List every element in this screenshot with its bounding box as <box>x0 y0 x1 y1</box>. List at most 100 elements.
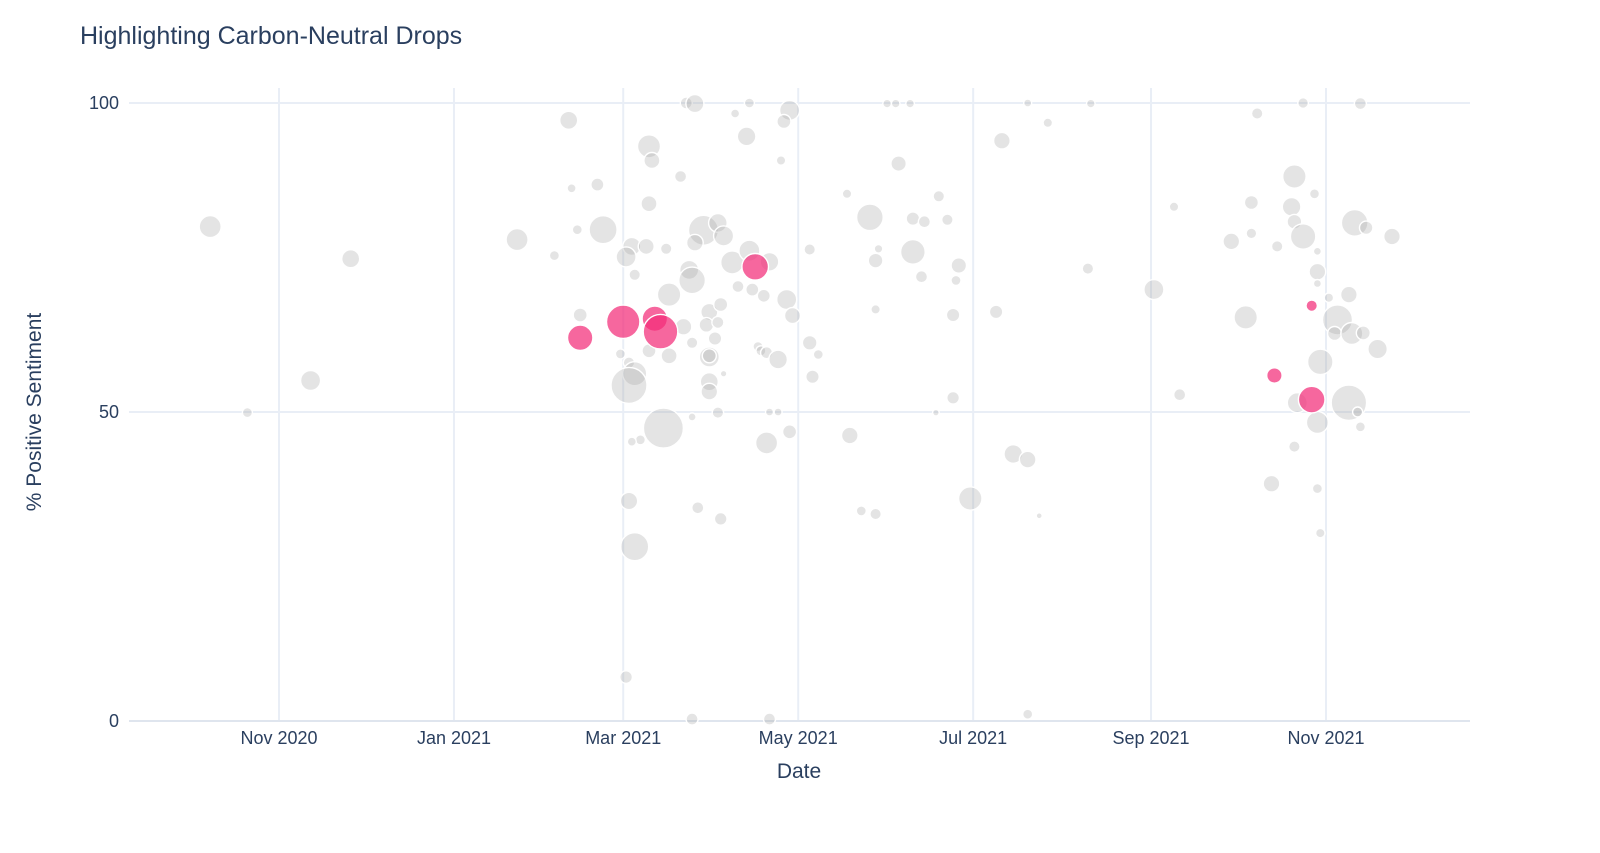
drop-bubble[interactable] <box>1042 117 1054 129</box>
drop-bubble[interactable] <box>673 169 688 184</box>
drop-bubble[interactable] <box>637 237 655 256</box>
drop-bubble[interactable] <box>198 214 222 239</box>
drop-bubble[interactable] <box>685 336 699 350</box>
drop-bubble[interactable] <box>1323 292 1335 304</box>
drop-bubble[interactable] <box>899 238 926 265</box>
drop-bubble[interactable] <box>1245 227 1258 240</box>
drop-bubble[interactable] <box>1168 201 1180 213</box>
drop-bubble[interactable] <box>931 408 940 417</box>
drop-bubble[interactable] <box>678 266 707 295</box>
drop-bubble[interactable] <box>801 334 818 351</box>
drop-bubble[interactable] <box>1354 421 1367 433</box>
drop-bubble[interactable] <box>1003 444 1024 465</box>
drop-bubble[interactable] <box>636 134 662 159</box>
carbon-neutral-bubble[interactable] <box>1305 299 1319 313</box>
drop-bubble[interactable] <box>642 407 685 449</box>
drop-bubble[interactable] <box>701 348 717 364</box>
drop-bubble[interactable] <box>1281 196 1302 217</box>
drop-bubble[interactable] <box>764 407 775 417</box>
drop-bubble[interactable] <box>1282 164 1307 189</box>
drop-bubble[interactable] <box>1297 96 1310 109</box>
drop-bubble[interactable] <box>698 346 720 368</box>
drop-bubble[interactable] <box>756 288 771 303</box>
drop-bubble[interactable] <box>1243 194 1260 211</box>
drop-bubble[interactable] <box>634 434 647 446</box>
drop-bubble[interactable] <box>950 274 962 287</box>
drop-bubble[interactable] <box>932 189 946 203</box>
drop-bubble[interactable] <box>812 348 824 361</box>
drop-bubble[interactable] <box>1081 262 1095 275</box>
drop-bubble[interactable] <box>341 249 361 269</box>
drop-bubble[interactable] <box>698 316 715 333</box>
drop-bubble[interactable] <box>571 223 583 236</box>
drop-bubble[interactable] <box>572 307 588 323</box>
carbon-neutral-bubble[interactable] <box>741 252 770 281</box>
drop-bubble[interactable] <box>890 155 907 173</box>
drop-bubble[interactable] <box>743 97 756 109</box>
drop-bubble[interactable] <box>781 424 798 440</box>
drop-bubble[interactable] <box>890 98 901 109</box>
drop-bubble[interactable] <box>1305 410 1330 435</box>
drop-bubble[interactable] <box>660 347 678 365</box>
drop-bubble[interactable] <box>241 406 254 419</box>
drop-bubble[interactable] <box>873 243 884 254</box>
drop-bubble[interactable] <box>870 303 881 315</box>
drop-bubble[interactable] <box>1035 512 1043 520</box>
drop-bubble[interactable] <box>610 366 648 405</box>
drop-bubble[interactable] <box>729 108 741 119</box>
drop-bubble[interactable] <box>559 110 579 131</box>
drop-bubble[interactable] <box>946 390 961 405</box>
drop-bubble[interactable] <box>775 155 787 166</box>
drop-bubble[interactable] <box>685 93 705 114</box>
drop-bubble[interactable] <box>1308 262 1327 281</box>
drop-bubble[interactable] <box>776 113 792 130</box>
drop-bubble[interactable] <box>619 670 634 685</box>
drop-bubble[interactable] <box>687 412 697 422</box>
drop-bubble[interactable] <box>588 214 618 245</box>
drop-bubble[interactable] <box>614 348 627 360</box>
drop-bubble[interactable] <box>941 213 954 227</box>
drop-bubble[interactable] <box>1311 482 1324 495</box>
drop-bubble[interactable] <box>707 212 728 233</box>
drop-bubble[interactable] <box>1312 278 1323 289</box>
drop-bubble[interactable] <box>711 315 725 330</box>
drop-bubble[interactable] <box>505 227 529 252</box>
carbon-neutral-bubble[interactable] <box>566 324 594 352</box>
drop-bubble[interactable] <box>656 282 682 307</box>
drop-bubble[interactable] <box>1250 107 1264 120</box>
drop-bubble[interactable] <box>1312 246 1323 257</box>
drop-bubble[interactable] <box>988 304 1004 320</box>
drop-bubble[interactable] <box>700 382 719 401</box>
drop-bubble[interactable] <box>1326 325 1343 342</box>
drop-bubble[interactable] <box>712 225 735 247</box>
drop-bubble[interactable] <box>773 407 783 417</box>
drop-bubble[interactable] <box>803 243 817 256</box>
drop-bubble[interactable] <box>719 369 728 378</box>
drop-bubble[interactable] <box>1355 325 1372 341</box>
drop-bubble[interactable] <box>855 203 884 232</box>
drop-bubble[interactable] <box>869 507 882 521</box>
drop-bubble[interactable] <box>745 282 760 297</box>
drop-bubble[interactable] <box>299 369 322 392</box>
drop-bubble[interactable] <box>1288 440 1301 453</box>
drop-bubble[interactable] <box>754 431 779 455</box>
drop-bubble[interactable] <box>548 249 561 262</box>
drop-bubble[interactable] <box>699 372 719 392</box>
drop-bubble[interactable] <box>840 426 859 445</box>
drop-bubble[interactable] <box>1314 527 1326 539</box>
drop-bubble[interactable] <box>1353 96 1368 111</box>
drop-bubble[interactable] <box>685 712 699 726</box>
drop-bubble[interactable] <box>691 501 705 515</box>
drop-bubble[interactable] <box>762 712 777 726</box>
drop-bubble[interactable] <box>1233 304 1259 330</box>
drop-bubble[interactable] <box>1172 388 1187 402</box>
drop-bubble[interactable] <box>640 194 658 213</box>
drop-bubble[interactable] <box>841 188 853 200</box>
drop-bubble[interactable] <box>619 491 639 511</box>
drop-bubble[interactable] <box>590 177 605 192</box>
drop-bubble[interactable] <box>776 288 798 311</box>
drop-bubble[interactable] <box>620 532 650 562</box>
drop-bubble[interactable] <box>1382 227 1401 246</box>
drop-bubble[interactable] <box>1143 278 1165 301</box>
